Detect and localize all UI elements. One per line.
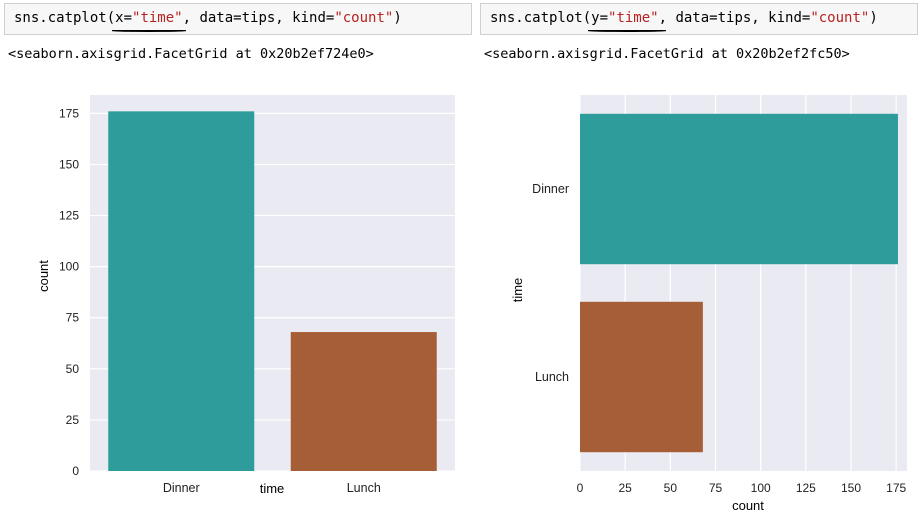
y-tick-label: 50	[66, 362, 80, 376]
handwritten-underline-left	[112, 30, 186, 32]
x-axis-label: time	[260, 481, 285, 496]
y-tick-label: 125	[59, 209, 79, 223]
x-tick-label: 25	[618, 481, 632, 495]
x-tick-label: 125	[796, 481, 816, 495]
y-tick-label: 100	[59, 260, 79, 274]
y-tick-label: 75	[66, 311, 80, 325]
y-tick-label: Dinner	[532, 182, 569, 196]
bar-lunch	[290, 332, 437, 471]
x-tick-label: Lunch	[347, 481, 381, 495]
output-text-left: <seaborn.axisgrid.FacetGrid at 0x20b2ef7…	[8, 46, 374, 62]
handwritten-underline-right	[588, 30, 666, 32]
bar-dinner	[108, 111, 255, 471]
bar-dinner	[580, 113, 898, 265]
x-axis-label: count	[732, 498, 764, 513]
code-line-left: sns.catplot(x="time", data=tips, kind="c…	[14, 10, 402, 26]
x-tick-label: 150	[841, 481, 861, 495]
y-tick-label: Lunch	[535, 370, 569, 384]
x-tick-label: 100	[751, 481, 771, 495]
y-tick-label: 175	[59, 106, 79, 120]
code-cell-left[interactable]: sns.catplot(x="time", data=tips, kind="c…	[4, 3, 472, 35]
x-tick-label: 0	[577, 481, 584, 495]
x-tick-label: 175	[886, 481, 906, 495]
bar-lunch	[580, 301, 703, 453]
y-axis-label: count	[36, 260, 51, 292]
output-text-right: <seaborn.axisgrid.FacetGrid at 0x20b2ef2…	[484, 46, 850, 62]
x-tick-label: Dinner	[163, 481, 200, 495]
code-line-right: sns.catplot(y="time", data=tips, kind="c…	[490, 10, 878, 26]
y-tick-label: 0	[72, 464, 79, 478]
countplot-horizontal: Dinner Lunch 0 25 50 75 100 125 150 175 time cou…	[510, 95, 907, 513]
x-tick-label: 50	[664, 481, 678, 495]
y-tick-label: 150	[59, 157, 79, 171]
countplot-vertical: 0 25 50 75 100 125 150 175 Dinner Lunch count ti…	[36, 95, 455, 496]
code-cell-right[interactable]: sns.catplot(y="time", data=tips, kind="c…	[480, 3, 918, 35]
y-tick-label: 25	[66, 413, 80, 427]
y-axis-label: time	[510, 278, 525, 303]
x-tick-label: 75	[709, 481, 723, 495]
